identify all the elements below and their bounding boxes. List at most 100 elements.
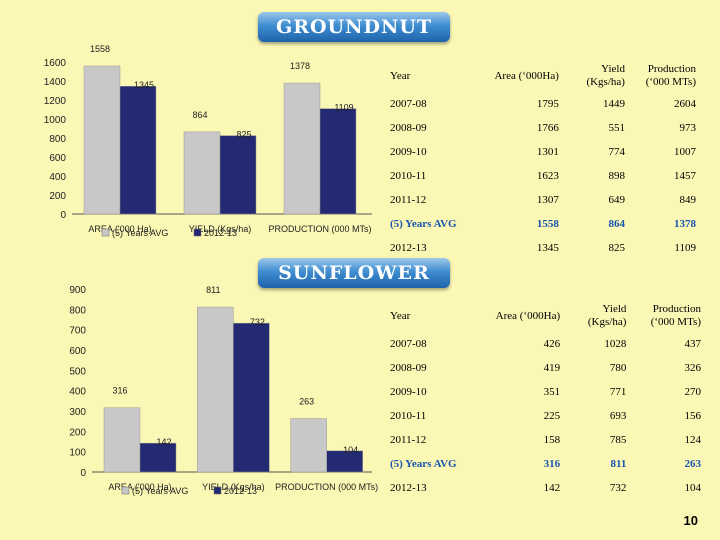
legend-swatch: [193, 228, 202, 237]
data-label: 1109: [334, 103, 353, 113]
data-label: 1378: [290, 61, 310, 71]
legend-swatch: [121, 486, 130, 495]
cell-year: 2008-09: [390, 362, 427, 374]
cell-area: 1301: [536, 146, 559, 158]
cell-production: 2604: [674, 98, 696, 110]
category-label: YIELD (Kgs/ha): [189, 224, 252, 234]
cell-production: 326: [684, 362, 702, 374]
sunflower-table: Year Area (‘000Ha) Yield (Kgs/ha) Produc…: [380, 300, 705, 500]
legend-label: (5) Years AVG: [132, 486, 188, 496]
cell-yield: 780: [609, 362, 627, 374]
cell-year: 2012-13: [390, 242, 427, 254]
cell-year: 2007-08: [390, 98, 427, 110]
table-row: 2009-10 351 771 270: [380, 380, 705, 404]
cell-year: 2011-12: [390, 434, 427, 446]
cell-production: 973: [679, 122, 697, 134]
cell-yield: 864: [608, 218, 625, 230]
legend-label: 2012-13: [224, 486, 257, 496]
header-yield: Yield (Kgs/ha): [586, 63, 625, 88]
cell-production: 263: [684, 458, 702, 470]
cell-yield: 785: [609, 434, 627, 446]
y-tick-label: 800: [69, 305, 86, 316]
y-tick-label: 1600: [44, 58, 67, 69]
cell-yield: 551: [608, 122, 625, 134]
groundnut-banner: GROUNDNUT: [258, 12, 450, 42]
y-tick-label: 500: [69, 366, 86, 377]
cell-area: 1307: [536, 194, 559, 206]
data-label: 1558: [90, 44, 110, 54]
legend-swatch: [213, 486, 222, 495]
bar-current-1: [219, 135, 257, 215]
table-row: 2007-08 426 1028 437: [380, 332, 705, 356]
cell-area: 426: [543, 338, 561, 350]
cell-area: 142: [543, 482, 561, 494]
cell-production: 1007: [674, 146, 696, 158]
table-row: 2010-11 225 693 156: [380, 404, 705, 428]
cell-production: 1378: [674, 218, 696, 230]
bar-avg-2: [290, 418, 327, 473]
cell-year: 2009-10: [390, 386, 427, 398]
cell-production: 849: [679, 194, 697, 206]
y-tick-label: 300: [69, 407, 86, 418]
cell-area: 225: [543, 410, 561, 422]
cell-year: 2010-11: [390, 170, 427, 182]
header-year: Year: [390, 69, 411, 82]
groundnut-chart: 0 200 400 600 800 1000 1200 1400 1600 1558 1345 ARE…: [44, 44, 372, 238]
table-row: 2012-13 142 732 104: [380, 476, 705, 500]
data-label: 316: [112, 386, 127, 396]
y-tick-label: 400: [69, 387, 86, 398]
cell-yield: 732: [609, 482, 627, 494]
cell-area: 158: [543, 434, 561, 446]
data-label: 263: [299, 397, 314, 407]
bar-current-2: [326, 450, 363, 473]
y-tick-label: 700: [69, 326, 86, 337]
header-production: Production (‘000 MTs): [650, 303, 701, 328]
bar-current-2: [319, 108, 357, 215]
bar-avg-1: [183, 131, 221, 215]
cell-yield: 774: [608, 146, 625, 158]
y-tick-label: 600: [69, 346, 86, 357]
y-tick-label: 100: [69, 448, 86, 459]
cell-area: 351: [543, 386, 561, 398]
y-tick-label: 1400: [44, 77, 67, 88]
cell-yield: 1028: [604, 338, 627, 350]
table-row: 2011-12 158 785 124: [380, 428, 705, 452]
y-tick-label: 0: [60, 210, 66, 221]
table-row: 2008-09 1766 551 973: [380, 116, 700, 140]
bar-avg-1: [197, 306, 234, 473]
legend-label: 2012-13: [204, 228, 237, 238]
cell-yield: 771: [609, 386, 627, 398]
header-yield: Yield (Kgs/ha): [587, 303, 627, 328]
sunflower-chart: 0 100 200 300 400 500 600 700 800 900 316 142 AREA (…: [69, 285, 378, 496]
header-area: Area (‘000Ha): [495, 309, 561, 322]
data-label: 104: [343, 445, 358, 455]
cell-area: 1795: [536, 98, 559, 110]
data-label: 811: [206, 285, 220, 295]
table-row: (5) Years AVG 1558 864 1378: [380, 212, 700, 236]
cell-year: 2009-10: [390, 146, 427, 158]
cell-production: 1109: [674, 242, 696, 254]
table-row: 2008-09 419 780 326: [380, 356, 705, 380]
table-row: 2010-11 1623 898 1457: [380, 164, 700, 188]
y-tick-label: 0: [80, 468, 86, 479]
y-tick-label: 200: [49, 191, 66, 202]
y-tick-label: 200: [69, 427, 86, 438]
sunflower-banner: SUNFLOWER: [258, 258, 450, 288]
y-tick-label: 600: [49, 153, 66, 164]
y-tick-label: 1000: [44, 115, 67, 126]
cell-year: (5) Years AVG: [390, 218, 457, 230]
y-tick-label: 800: [49, 134, 66, 145]
cell-year: 2011-12: [390, 194, 427, 206]
cell-year: 2012-13: [390, 482, 427, 494]
cell-production: 124: [684, 434, 702, 446]
category-label: YIELD (Kgs/ha): [202, 482, 265, 492]
cell-area: 419: [543, 362, 561, 374]
cell-yield: 825: [608, 242, 625, 254]
cell-year: (5) Years AVG: [390, 458, 457, 470]
table-header-row: Year Area (‘000Ha) Yield (Kgs/ha) Produc…: [380, 60, 700, 92]
cell-area: 316: [543, 458, 561, 470]
bar-current-0: [119, 85, 157, 215]
table-row: 2009-10 1301 774 1007: [380, 140, 700, 164]
table-row: 2007-08 1795 1449 2604: [380, 92, 700, 116]
data-label: 1345: [134, 80, 154, 90]
